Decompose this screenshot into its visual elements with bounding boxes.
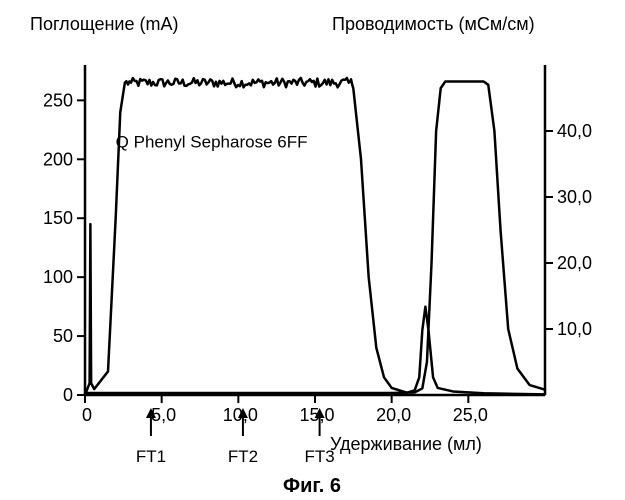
y-left-tick-label: 100	[43, 267, 73, 287]
y-left-tick-label: 50	[53, 326, 73, 346]
absorbance-trace	[85, 78, 545, 395]
ft-label: FT3	[304, 447, 334, 466]
chromatogram-chart: Поглощение (mA) Проводимость (мСм/см) Удер…	[0, 0, 625, 500]
x-tick-label: 25,0	[453, 405, 488, 425]
y-right-tick-label: 20,0	[557, 253, 592, 273]
x-title: Удерживание (мл)	[330, 434, 482, 454]
x-tick-label: 5,0	[151, 405, 176, 425]
y-right-title: Проводимость (мСм/см)	[332, 14, 535, 34]
x-tick-label: 20,0	[376, 405, 411, 425]
y-right-tick-label: 10,0	[557, 319, 592, 339]
series-annotation: Q Phenyl Sepharose 6FF	[116, 133, 308, 152]
x-tick-label: 0	[82, 405, 92, 425]
conductivity-trace	[85, 82, 545, 394]
ft-label: FT1	[136, 447, 166, 466]
y-right-tick-label: 40,0	[557, 121, 592, 141]
y-left-title: Поглощение (mA)	[30, 14, 178, 34]
ft-label: FT2	[228, 447, 258, 466]
chart-svg: Поглощение (mA) Проводимость (мСм/см) Удер…	[0, 0, 625, 500]
y-left-tick-label: 200	[43, 149, 73, 169]
y-left-tick-label: 0	[63, 385, 73, 405]
y-left-tick-label: 250	[43, 90, 73, 110]
figure-caption: Фиг. 6	[283, 475, 341, 497]
y-right-tick-label: 30,0	[557, 187, 592, 207]
y-left-tick-label: 150	[43, 208, 73, 228]
